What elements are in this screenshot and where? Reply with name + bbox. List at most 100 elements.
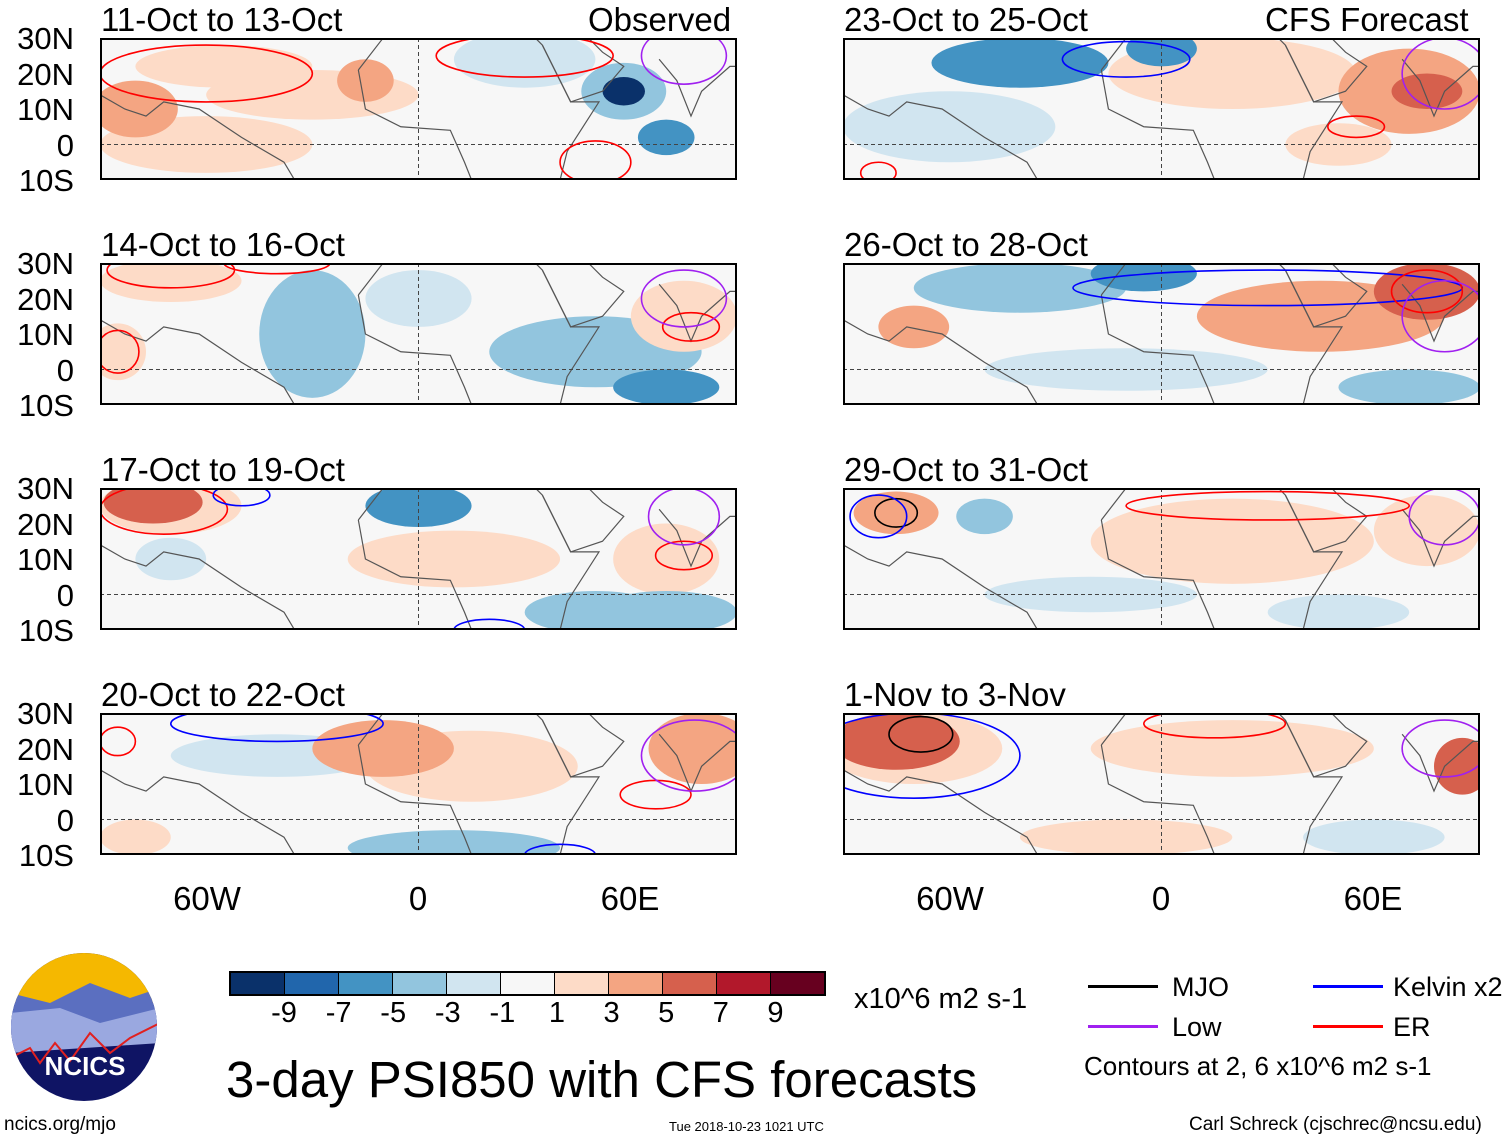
map-frame: [843, 263, 1480, 405]
lat-label: 10S: [18, 838, 74, 873]
colorbar-swatch: [555, 973, 609, 994]
panel-title: 17-Oct to 19-Oct: [101, 451, 345, 488]
colorbar-units: x10^6 m2 s-1: [854, 983, 1028, 1015]
anomaly-shading: [853, 491, 939, 535]
coastline: [1100, 263, 1344, 405]
lat-label: 10S: [18, 388, 74, 423]
panel-title: 23-Oct to 25-Oct: [844, 1, 1088, 38]
colorbar-swatch: [663, 973, 717, 994]
coastline: [1100, 38, 1344, 180]
colorbar-tick-label: -9: [271, 997, 297, 1029]
anomaly-shading: [1019, 819, 1233, 855]
lat-label: 20N: [17, 506, 74, 542]
coastline: [541, 263, 625, 328]
lat-label: 0: [56, 577, 74, 613]
anomaly-shading: [1338, 369, 1480, 405]
contour-low: [1401, 719, 1480, 778]
lon-label-left-0: 0: [408, 880, 428, 917]
lon-label-right-0: 0: [1151, 880, 1171, 917]
legend-label-er: ER: [1393, 1012, 1431, 1042]
anomaly-shading: [1373, 263, 1480, 320]
lat-label: 30N: [17, 246, 74, 281]
coastline: [357, 263, 601, 405]
contour-kelvin: [849, 494, 908, 539]
anomaly-shading: [595, 590, 737, 630]
contour-er: [100, 44, 314, 103]
anomaly-shading: [637, 119, 695, 156]
contour-er: [1125, 490, 1411, 521]
coastline: [541, 713, 625, 778]
coastline: [541, 488, 625, 553]
contour-er: [1390, 269, 1464, 314]
anomaly-shading: [913, 263, 1127, 313]
anomaly-shading: [100, 80, 178, 138]
coastline: [100, 94, 296, 180]
coastline: [658, 283, 737, 343]
legend-label-low: Low: [1172, 1012, 1222, 1042]
map-frame: [100, 488, 737, 630]
panel-title: 14-Oct to 16-Oct: [101, 226, 345, 263]
lat-label: 0: [56, 352, 74, 388]
coastline: [1401, 733, 1480, 793]
anomaly-shading: [1090, 263, 1197, 292]
contour-note: Contours at 2, 6 x10^6 m2 s-1: [1084, 1051, 1432, 1081]
colorbar-tick-label: -3: [434, 997, 461, 1029]
map-frame: [100, 713, 737, 855]
anomaly-shading: [347, 830, 561, 855]
anomaly-shading: [1303, 819, 1445, 855]
colorbar-tick-label: -1: [489, 997, 516, 1029]
coastline: [1401, 508, 1480, 568]
map-panel: [100, 488, 737, 630]
contour-er: [100, 726, 137, 757]
coastline: [658, 58, 737, 118]
map-panel: [843, 38, 1480, 180]
panel-title: 11-Oct to 13-Oct: [101, 1, 343, 38]
contour-kelvin: [170, 713, 384, 743]
contour-er: [100, 488, 229, 535]
anomaly-shading: [630, 280, 737, 352]
map-panel: [100, 713, 737, 855]
contour-kelvin: [843, 713, 1021, 799]
anomaly-shading: [312, 720, 454, 777]
map-frame: [100, 38, 737, 180]
anomaly-shading: [843, 713, 960, 770]
anomaly-shading: [365, 488, 472, 528]
colorbar-swatch: [339, 973, 393, 994]
coastline: [357, 488, 601, 630]
map-frame: [843, 713, 1480, 855]
lat-label: 30N: [17, 21, 74, 56]
anomaly-shading: [613, 523, 720, 595]
colorbar-swatch: [717, 973, 771, 994]
colorbar-tick-label: 7: [712, 997, 729, 1029]
anomaly-shading: [135, 537, 207, 581]
colorbar-swatch: [285, 973, 339, 994]
contour-er: [1143, 713, 1287, 739]
footer-timestamp: Tue 2018-10-23 1021 UTC: [669, 1119, 824, 1134]
lat-label: 10N: [17, 767, 74, 802]
lat-label: 10N: [17, 317, 74, 352]
contour-low: [1401, 38, 1480, 110]
lat-label: 30N: [17, 696, 74, 731]
anomaly-shading: [337, 59, 394, 102]
legend-line-kelvin: [1313, 985, 1383, 988]
contour-low: [1401, 279, 1480, 353]
coastline: [1284, 713, 1368, 778]
coastline: [1284, 263, 1368, 328]
coastline: [1100, 488, 1344, 630]
colorbar-swatch: [447, 973, 501, 994]
map-panel: [843, 488, 1480, 630]
contour-er: [661, 311, 721, 342]
footer-url[interactable]: ncics.org/mjo: [4, 1114, 116, 1135]
svg-text:NCICS: NCICS: [45, 1051, 126, 1081]
contour-low: [640, 719, 737, 792]
lat-label: 10S: [18, 163, 74, 198]
footer-author: Carl Schreck (cjschrec@ncsu.edu): [1189, 1114, 1482, 1135]
colorbar-tick-label: -7: [325, 997, 352, 1029]
anomaly-shading: [1373, 495, 1480, 567]
coastline: [843, 94, 1039, 180]
anomaly-shading: [259, 270, 366, 398]
anomaly-shading: [1267, 594, 1410, 630]
coastline: [100, 769, 296, 855]
ncics-logo: NCICS: [11, 953, 157, 1101]
contour-er: [654, 540, 714, 571]
